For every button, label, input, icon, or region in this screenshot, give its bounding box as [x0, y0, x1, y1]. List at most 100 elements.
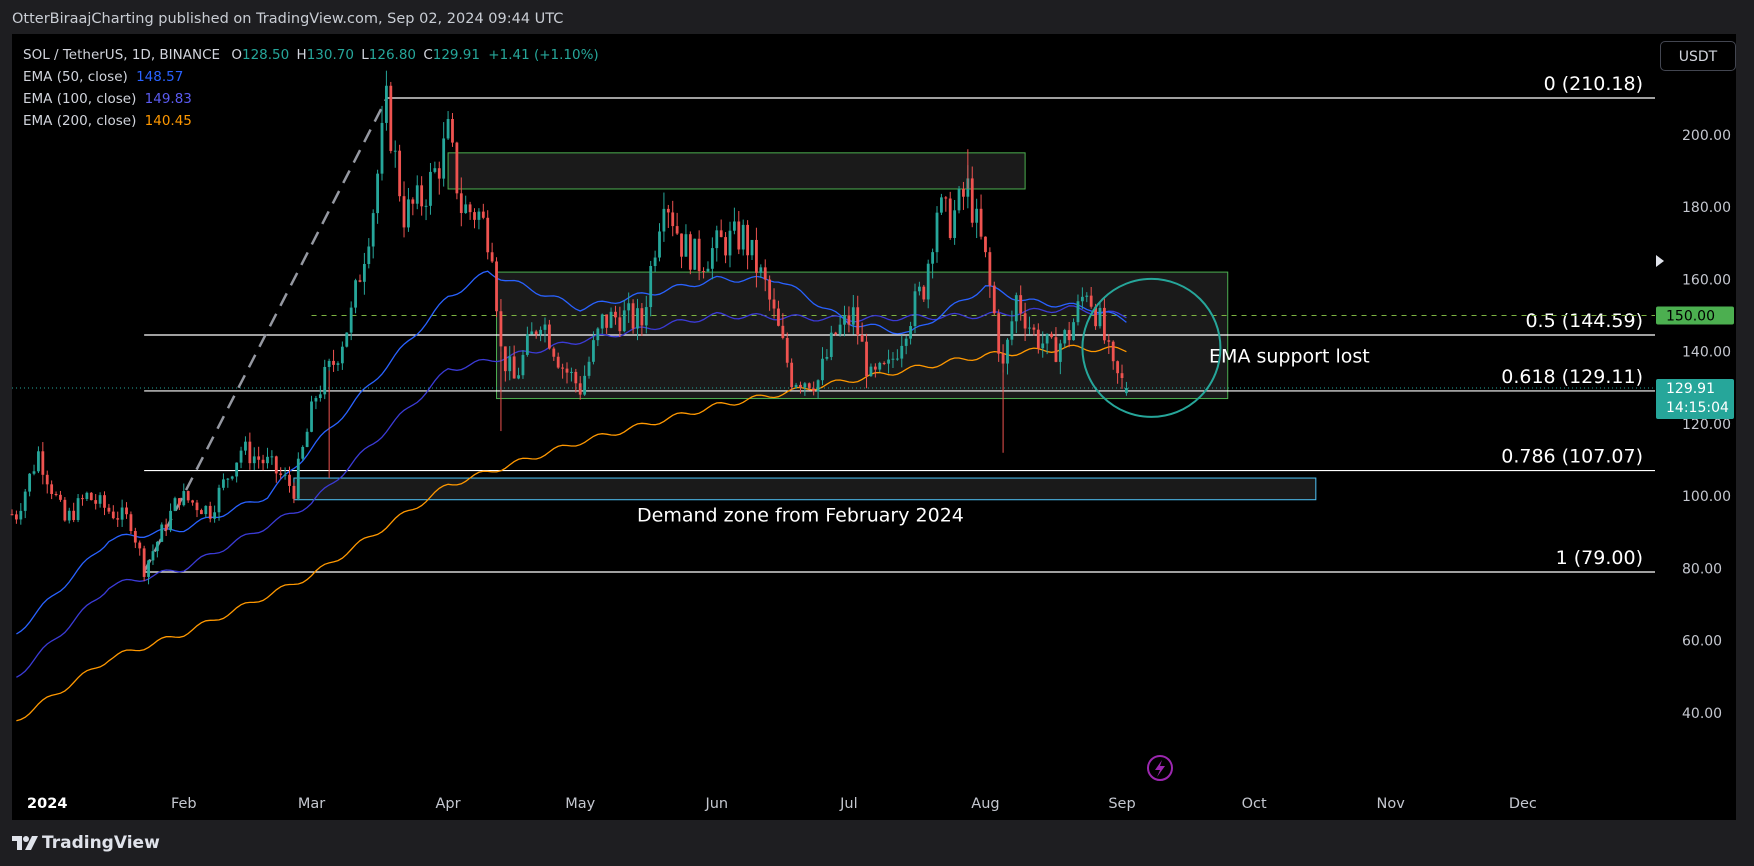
- candle-body[interactable]: [19, 510, 23, 520]
- candle-body[interactable]: [1080, 296, 1084, 302]
- candle-body[interactable]: [847, 315, 851, 325]
- candle-body[interactable]: [816, 380, 820, 392]
- candle-body[interactable]: [490, 252, 494, 262]
- candle-body[interactable]: [821, 358, 824, 381]
- candle-body[interactable]: [213, 512, 217, 519]
- price-tag[interactable]: [1656, 306, 1734, 325]
- candle-body[interactable]: [332, 360, 335, 365]
- demand-zone[interactable]: [293, 477, 1317, 501]
- candle-body[interactable]: [926, 263, 930, 300]
- candle-body[interactable]: [429, 171, 432, 206]
- candle-body[interactable]: [340, 346, 344, 364]
- candle-body[interactable]: [376, 173, 380, 214]
- candle-body[interactable]: [107, 507, 111, 512]
- candle-body[interactable]: [992, 285, 996, 314]
- candle-body[interactable]: [525, 334, 529, 355]
- candle-body[interactable]: [772, 299, 776, 309]
- candle-body[interactable]: [662, 208, 666, 232]
- candle-body[interactable]: [917, 286, 921, 292]
- candle-body[interactable]: [596, 328, 600, 341]
- candle-body[interactable]: [768, 279, 772, 300]
- candle-body[interactable]: [737, 221, 741, 250]
- candle-body[interactable]: [81, 498, 84, 500]
- candle-body[interactable]: [653, 257, 657, 267]
- candle-body[interactable]: [763, 267, 767, 280]
- candle-body[interactable]: [799, 384, 802, 388]
- candle-body[interactable]: [76, 498, 80, 521]
- candle-body[interactable]: [640, 308, 644, 326]
- candle-body[interactable]: [622, 310, 626, 332]
- candle-body[interactable]: [138, 542, 142, 549]
- candle-body[interactable]: [785, 337, 789, 363]
- candle-body[interactable]: [609, 311, 613, 328]
- candle-body[interactable]: [1125, 388, 1128, 394]
- candle-body[interactable]: [1032, 327, 1036, 330]
- candle-body[interactable]: [605, 314, 609, 328]
- candle-body[interactable]: [521, 354, 525, 376]
- candle-body[interactable]: [67, 510, 71, 521]
- candle-body[interactable]: [111, 511, 115, 519]
- candle-body[interactable]: [1010, 321, 1014, 340]
- candle-body[interactable]: [552, 348, 556, 357]
- candle-body[interactable]: [305, 431, 309, 448]
- candle-body[interactable]: [741, 224, 745, 250]
- candle-body[interactable]: [191, 500, 194, 503]
- candle-body[interactable]: [649, 266, 653, 308]
- candle-body[interactable]: [688, 234, 692, 270]
- candle-body[interactable]: [909, 326, 912, 339]
- candle-body[interactable]: [32, 471, 36, 474]
- candle-body[interactable]: [442, 138, 446, 179]
- candle-body[interactable]: [1085, 295, 1089, 297]
- candle-body[interactable]: [843, 315, 846, 325]
- candle-body[interactable]: [296, 458, 300, 499]
- candle-body[interactable]: [1014, 295, 1018, 322]
- candle-body[interactable]: [177, 498, 181, 506]
- candle-body[interactable]: [979, 208, 983, 237]
- candle-body[interactable]: [248, 441, 252, 464]
- candle-body[interactable]: [451, 119, 454, 143]
- resistance-zone[interactable]: [447, 152, 1026, 190]
- candle-body[interactable]: [755, 239, 758, 273]
- candle-body[interactable]: [23, 491, 27, 511]
- candle-body[interactable]: [402, 196, 406, 228]
- candle-body[interactable]: [314, 398, 318, 402]
- candle-body[interactable]: [1054, 337, 1058, 362]
- candle-body[interactable]: [1023, 313, 1027, 329]
- candle-body[interactable]: [204, 505, 208, 515]
- candle-body[interactable]: [1120, 373, 1124, 379]
- candle-body[interactable]: [887, 359, 890, 364]
- candle-body[interactable]: [706, 268, 710, 272]
- candle-body[interactable]: [543, 324, 547, 330]
- candle-body[interactable]: [45, 474, 49, 485]
- candle-body[interactable]: [715, 230, 719, 249]
- candle-body[interactable]: [508, 356, 512, 372]
- candle-body[interactable]: [279, 473, 283, 475]
- candle-body[interactable]: [495, 261, 498, 312]
- candle-body[interactable]: [869, 366, 873, 377]
- candle-body[interactable]: [345, 332, 349, 347]
- candle-body[interactable]: [882, 362, 886, 364]
- candle-body[interactable]: [160, 524, 164, 542]
- candle-body[interactable]: [195, 502, 199, 511]
- candle-body[interactable]: [200, 510, 203, 515]
- candle-body[interactable]: [142, 548, 146, 577]
- candle-body[interactable]: [517, 375, 520, 379]
- candle-body[interactable]: [561, 367, 565, 369]
- candle-body[interactable]: [935, 212, 939, 253]
- ema100-line[interactable]: [16, 305, 1127, 678]
- candle-body[interactable]: [327, 360, 331, 367]
- candle-body[interactable]: [851, 307, 855, 325]
- candle-body[interactable]: [173, 498, 177, 511]
- candle-body[interactable]: [675, 226, 679, 234]
- candle-body[interactable]: [407, 199, 410, 228]
- candle-body[interactable]: [323, 366, 327, 395]
- candle-body[interactable]: [1063, 330, 1067, 344]
- candle-body[interactable]: [812, 388, 816, 392]
- candle-body[interactable]: [1050, 333, 1053, 338]
- candle-body[interactable]: [230, 476, 234, 479]
- candle-body[interactable]: [270, 456, 274, 458]
- candle-body[interactable]: [957, 188, 961, 211]
- candle-body[interactable]: [151, 551, 155, 561]
- candle-body[interactable]: [186, 491, 190, 501]
